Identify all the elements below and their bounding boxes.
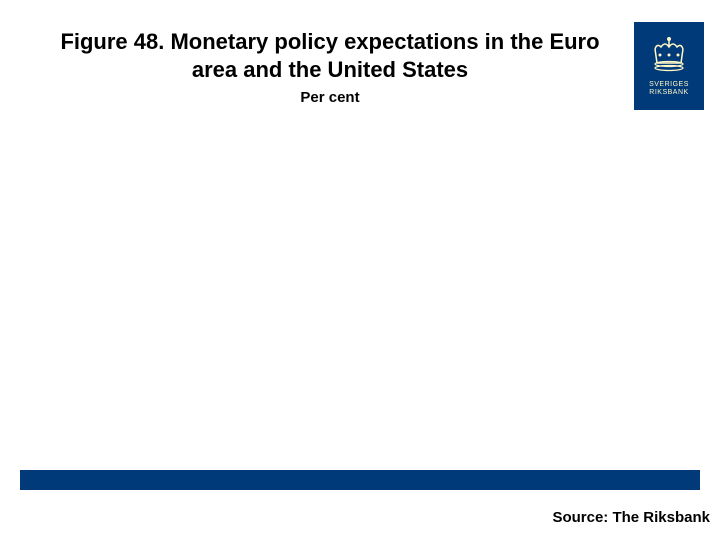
logo-text: SVERIGES RIKSBANK [649,81,689,96]
slide: Figure 48. Monetary policy expectations … [0,0,720,540]
figure-subtitle: Per cent [60,89,600,106]
source-text: Source: The Riksbank [552,509,710,526]
chart-area [40,150,680,430]
riksbank-logo: SVERIGES RIKSBANK [634,22,704,110]
crown-icon [647,35,691,75]
figure-title: Figure 48. Monetary policy expectations … [60,28,600,83]
footer-bar [20,470,700,490]
title-block: Figure 48. Monetary policy expectations … [60,28,600,106]
logo-text-line1: SVERIGES [649,81,689,89]
logo-text-line2: RIKSBANK [649,89,689,97]
